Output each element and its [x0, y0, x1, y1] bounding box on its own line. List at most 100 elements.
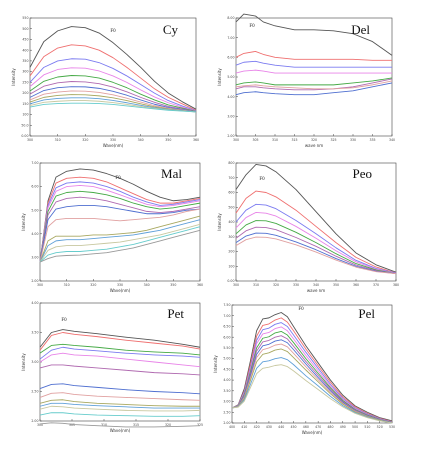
x-tick-label: 320: [273, 283, 279, 287]
series-line-4: [39, 352, 201, 368]
series-line-3: [231, 322, 393, 423]
chart-panel-cy: 0.00 50.0 100 150 200 250 300 350 400 450 500 550 30…: [11, 16, 199, 148]
chart-panel-del: 2.00 3.00 4.00 5.00 6.00 7.00 8.00 300 305 310 315…: [217, 13, 395, 148]
series-line-4: [231, 326, 393, 423]
y-tick-label: 400: [22, 48, 28, 52]
y-tick-label: 200: [22, 91, 28, 95]
series-line-7: [235, 82, 393, 96]
series-line-5: [39, 190, 201, 263]
y-tick-label: 500: [22, 27, 28, 31]
y-tick-label: 3.00: [227, 114, 234, 118]
y-tick-label: 2.00: [227, 134, 234, 138]
y-tick-label: 6.00: [31, 185, 38, 189]
x-tick-label: 350: [170, 283, 176, 287]
series-line-5: [29, 75, 197, 112]
x-axis-label: Wave(nm): [110, 428, 131, 433]
series-line-8: [235, 236, 397, 275]
x-tick-label: 300: [233, 138, 239, 142]
panel-title: Pel: [358, 306, 375, 321]
y-tick-label: 700: [228, 176, 234, 180]
x-tick-label: 480: [327, 425, 333, 429]
y-tick-label: 4.00: [31, 301, 38, 305]
x-tick-label: 420: [254, 425, 260, 429]
x-tick-label: 450: [290, 425, 296, 429]
series-line-4: [39, 184, 201, 263]
x-tick-label: 300: [233, 283, 239, 287]
x-tick-label: 300: [37, 423, 43, 427]
series-line-8: [29, 90, 197, 113]
series-line-8: [231, 343, 393, 424]
x-axis-label: wave nm: [305, 143, 323, 148]
y-tick-label: 500: [228, 205, 234, 209]
x-tick-label: 315: [133, 423, 139, 427]
x-tick-label: 360: [193, 138, 199, 142]
y-tick-label: 4.50: [223, 367, 230, 371]
x-tick-label: 510: [364, 425, 370, 429]
y-tick-label: 0.00: [21, 134, 28, 138]
x-tick-label: 330: [293, 283, 299, 287]
y-tick-label: 0.00: [227, 279, 234, 283]
y-tick-label: 3.00: [31, 256, 38, 260]
series-line-6: [231, 335, 393, 424]
x-tick-label: 370: [373, 283, 379, 287]
series-line-7: [29, 86, 197, 113]
chart-panel-pel: 2.00 2.50 3.00 3.50 4.00 4.50 5.00 5.50 6.00 6.50…: [213, 303, 395, 435]
panel-title: Del: [351, 22, 370, 37]
series-line-11: [39, 405, 201, 412]
x-tick-label: 360: [197, 283, 203, 287]
y-tick-label: 300: [22, 70, 28, 74]
series-line-1: [235, 13, 393, 56]
x-tick-label: 430: [266, 425, 272, 429]
x-tick-label: 340: [138, 138, 144, 142]
y-tick-label: 100: [228, 264, 234, 268]
y-tick-label: 50.0: [21, 123, 28, 127]
y-axis-label: Intensity: [217, 68, 222, 86]
x-tick-label: 330: [350, 138, 356, 142]
series-line-1: [29, 26, 197, 110]
x-tick-label: 470: [315, 425, 321, 429]
series-line-10: [231, 357, 393, 424]
y-tick-label: 250: [22, 80, 28, 84]
x-tick-label: 490: [340, 425, 346, 429]
y-tick-label: 5.00: [223, 357, 230, 361]
panel-title: Cy: [163, 22, 179, 37]
x-tick-label: 310: [64, 283, 70, 287]
series-line-8: [39, 392, 201, 401]
x-tick-label: 340: [313, 283, 319, 287]
chart-panel-pet: 2.00 2.50 3.00 3.50 4.00 300 305 310 315 320 325 Wa…: [21, 301, 203, 433]
x-tick-label: 325: [197, 423, 203, 427]
y-tick-label: 400: [228, 220, 234, 224]
panel-title: Mal: [161, 166, 182, 181]
series-line-6: [235, 78, 393, 91]
y-axis-label: Intensity: [217, 213, 222, 231]
y-tick-label: 3.50: [31, 331, 38, 335]
x-tick-label: 340: [389, 138, 395, 142]
series-line-13: [39, 422, 201, 428]
y-tick-label: 5.00: [227, 75, 234, 79]
series-line-3: [235, 203, 397, 274]
f0-annotation: F0: [115, 176, 121, 181]
series-line-7: [39, 383, 201, 395]
series-line-8: [235, 80, 393, 90]
series-line-2: [29, 44, 197, 111]
x-tick-label: 310: [253, 283, 259, 287]
series-line-2: [235, 50, 392, 61]
x-tick-label: 350: [333, 283, 339, 287]
f0-annotation: F0: [110, 29, 116, 34]
series-line-9: [231, 348, 393, 424]
y-tick-label: 7.00: [227, 36, 234, 40]
series-line-4: [29, 67, 197, 112]
y-tick-label: 100: [22, 113, 28, 117]
series-line-2: [235, 190, 397, 274]
y-axis-label: Intensity: [21, 213, 26, 231]
series-line-3: [39, 346, 201, 360]
series-line-1: [39, 329, 201, 348]
series-line-4: [235, 211, 397, 274]
y-tick-label: 2.00: [223, 421, 230, 425]
series-line-5: [231, 330, 393, 423]
x-tick-label: 320: [90, 283, 96, 287]
x-tick-label: 400: [229, 425, 235, 429]
series-line-1: [235, 164, 397, 273]
series-line-2: [39, 176, 201, 263]
